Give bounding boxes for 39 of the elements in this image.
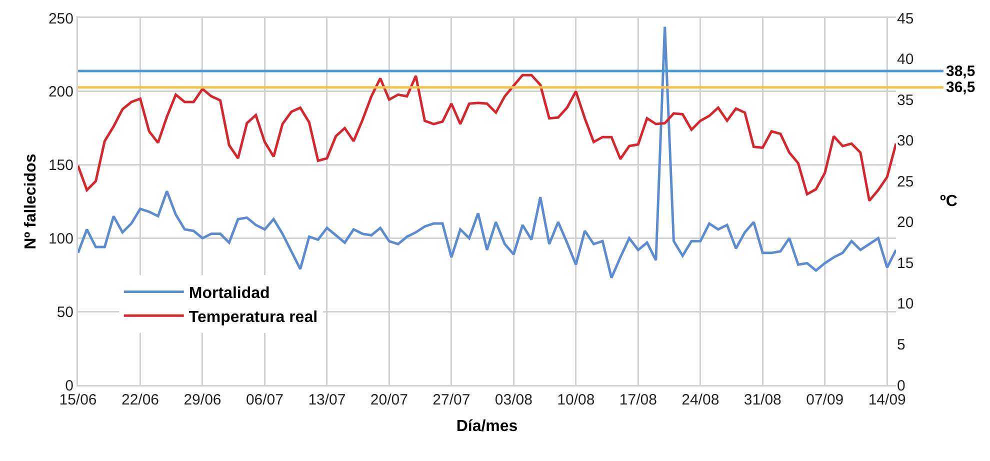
x-tick-label: 22/06 xyxy=(121,392,160,408)
x-tick-label: 24/08 xyxy=(682,392,720,408)
x-tick-label: 31/08 xyxy=(744,392,782,408)
y2-tick-label: 5 xyxy=(897,336,906,354)
y2-tick-label: 35 xyxy=(897,92,914,109)
ref-line-label: 38,5 xyxy=(946,63,976,80)
line-series xyxy=(78,74,896,202)
x-tick-label: 13/07 xyxy=(308,392,346,408)
y2-tick-label: 10 xyxy=(897,296,914,313)
x-tick-label: 29/06 xyxy=(184,392,222,408)
x-tick-label: 14/09 xyxy=(868,392,906,408)
x-tick-label: 07/09 xyxy=(806,392,844,408)
legend-label: Temperatura real xyxy=(188,308,318,326)
y2-tick-label: 0 xyxy=(897,377,906,394)
y2-tick-label: 15 xyxy=(897,254,914,272)
y-axis-title: Nº fallecidos xyxy=(22,154,40,250)
legend-label: Mortalidad xyxy=(188,285,270,302)
ref-line-label: 36,5 xyxy=(946,79,976,96)
x-tick-label: 10/08 xyxy=(557,392,595,408)
x-tick-label: 17/08 xyxy=(619,392,657,408)
y-tick-label: 100 xyxy=(48,230,74,248)
x-tick-label: 03/08 xyxy=(494,392,532,408)
y2-tick-label: 40 xyxy=(897,51,914,68)
y2-tick-label: 20 xyxy=(897,214,914,232)
x-tick-label: 15/06 xyxy=(59,392,97,408)
y-tick-label: 200 xyxy=(48,84,74,101)
y-tick-label: 250 xyxy=(48,10,74,28)
y-tick-label: 0 xyxy=(65,377,74,394)
line-series xyxy=(78,26,896,280)
x-tick-label: 20/07 xyxy=(370,392,408,408)
x-tick-label: 06/07 xyxy=(246,392,284,408)
y2-axis-title: ºC xyxy=(940,193,958,210)
x-axis-title: Día/mes xyxy=(456,418,518,435)
y2-tick-label: 25 xyxy=(897,173,914,190)
y-tick-label: 50 xyxy=(56,304,74,321)
x-tick-label: 27/07 xyxy=(432,392,470,408)
y2-tick-label: 30 xyxy=(897,132,914,150)
y-tick-label: 150 xyxy=(48,157,74,174)
y2-tick-label: 45 xyxy=(897,10,914,28)
